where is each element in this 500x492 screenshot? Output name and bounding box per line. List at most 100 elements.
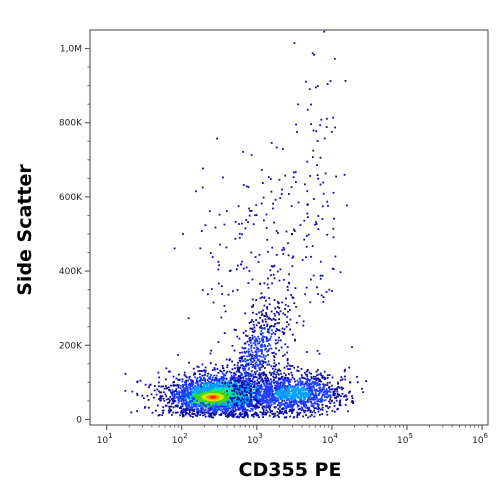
data-point [257, 389, 260, 392]
data-point [314, 398, 316, 401]
data-point [173, 384, 176, 387]
data-point [238, 395, 241, 397]
data-point [217, 382, 219, 385]
data-point [166, 387, 168, 389]
data-point [279, 405, 281, 408]
data-point [287, 380, 289, 383]
data-point [309, 400, 312, 403]
data-point [266, 382, 268, 385]
data-point [250, 388, 253, 390]
data-point [213, 379, 215, 381]
data-point [199, 389, 202, 392]
data-point [230, 388, 233, 391]
data-point [323, 30, 326, 33]
data-point [276, 341, 279, 344]
data-point [322, 386, 325, 388]
data-point [290, 378, 293, 381]
data-point [321, 413, 324, 415]
data-point [182, 401, 185, 404]
data-point [151, 411, 154, 414]
data-point [306, 204, 309, 206]
data-point [256, 382, 259, 385]
data-point [209, 414, 212, 417]
data-point [233, 385, 236, 388]
data-point [212, 413, 215, 416]
data-point [232, 412, 235, 414]
data-point [303, 371, 306, 374]
data-point [281, 398, 283, 400]
data-point [257, 358, 260, 361]
data-point [198, 369, 201, 372]
data-point [291, 374, 294, 377]
data-point [289, 415, 291, 418]
data-point [185, 376, 188, 379]
data-point [288, 380, 291, 383]
data-point [136, 394, 139, 396]
data-point [308, 390, 311, 393]
data-point [311, 245, 314, 247]
data-point [263, 219, 265, 222]
data-point [236, 415, 239, 418]
data-point [248, 207, 250, 210]
data-point [332, 191, 335, 194]
data-point [252, 311, 254, 314]
data-point [238, 232, 241, 235]
data-point [291, 385, 294, 388]
data-point [241, 383, 244, 386]
data-point [281, 301, 284, 304]
data-point [187, 408, 190, 411]
data-point [180, 411, 182, 414]
data-point [244, 312, 247, 315]
data-point [244, 399, 247, 402]
data-point [273, 221, 276, 224]
data-point [311, 390, 314, 393]
data-point [199, 247, 202, 250]
data-point [227, 391, 230, 394]
data-point [250, 394, 252, 396]
data-point [190, 397, 193, 400]
data-point [238, 366, 241, 369]
data-point [241, 380, 244, 383]
data-point [268, 391, 271, 394]
data-point [265, 378, 267, 381]
data-point [272, 317, 275, 320]
data-point [275, 364, 278, 366]
data-point [265, 412, 268, 415]
data-point [328, 386, 330, 389]
data-point [260, 202, 263, 205]
data-point [144, 406, 147, 408]
data-point [299, 394, 302, 397]
data-point [323, 384, 326, 387]
data-point [334, 126, 336, 129]
data-point [306, 160, 309, 163]
data-point [241, 406, 244, 408]
data-point [267, 277, 269, 280]
data-point [257, 350, 260, 353]
data-point [312, 274, 315, 277]
data-point [306, 407, 309, 409]
data-point [297, 366, 299, 368]
data-point [256, 406, 259, 409]
data-point [218, 406, 220, 409]
data-point [322, 388, 324, 390]
data-point [312, 398, 315, 401]
data-point [313, 415, 316, 418]
data-point [264, 377, 266, 379]
data-point [209, 376, 211, 379]
data-point [227, 386, 229, 389]
data-point [272, 202, 274, 205]
data-point [203, 389, 206, 392]
data-point [231, 389, 233, 392]
data-point [351, 401, 353, 403]
data-point [302, 400, 305, 402]
data-point [346, 398, 349, 400]
data-point [284, 401, 287, 404]
data-point [156, 388, 159, 391]
data-point [332, 391, 335, 393]
data-point [221, 381, 224, 384]
data-point [210, 408, 213, 411]
data-point [292, 416, 295, 419]
data-point [273, 359, 276, 362]
data-point [196, 409, 199, 412]
